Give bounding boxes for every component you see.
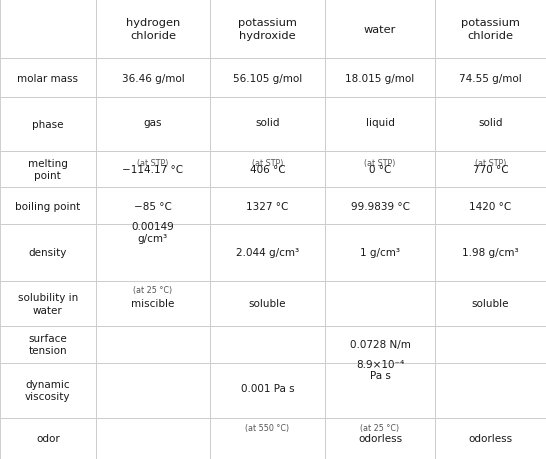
Bar: [325, 151, 435, 188]
Bar: [0, 0, 96, 59]
Text: 36.46 g/mol: 36.46 g/mol: [122, 73, 184, 84]
Bar: [96, 0, 210, 59]
Bar: [0, 151, 96, 188]
Text: −85 °C: −85 °C: [134, 201, 172, 211]
Bar: [435, 0, 546, 59]
Text: 99.9839 °C: 99.9839 °C: [351, 201, 410, 211]
Text: (at 25 °C): (at 25 °C): [360, 424, 400, 432]
Text: (at STP): (at STP): [252, 158, 283, 168]
Text: hydrogen
chloride: hydrogen chloride: [126, 18, 180, 41]
Bar: [0, 326, 96, 363]
Bar: [96, 224, 210, 281]
Bar: [435, 98, 546, 151]
Bar: [96, 59, 210, 98]
Text: boiling point: boiling point: [15, 201, 80, 211]
Text: −114.17 °C: −114.17 °C: [122, 165, 183, 174]
Bar: [96, 363, 210, 418]
Text: 406 °C: 406 °C: [250, 165, 286, 174]
Bar: [96, 98, 210, 151]
Bar: [210, 0, 325, 59]
Text: solid: solid: [478, 118, 503, 128]
Text: melting
point: melting point: [28, 158, 68, 181]
Bar: [0, 188, 96, 224]
Text: 0.0728 N/m: 0.0728 N/m: [349, 340, 411, 349]
Text: (at STP): (at STP): [475, 158, 506, 168]
Bar: [0, 281, 96, 326]
Text: 8.9×10⁻⁴
Pa s: 8.9×10⁻⁴ Pa s: [356, 359, 404, 381]
Bar: [435, 224, 546, 281]
Text: 56.105 g/mol: 56.105 g/mol: [233, 73, 302, 84]
Text: 74.55 g/mol: 74.55 g/mol: [459, 73, 522, 84]
Bar: [210, 418, 325, 459]
Bar: [210, 224, 325, 281]
Text: 1.98 g/cm³: 1.98 g/cm³: [462, 248, 519, 258]
Text: liquid: liquid: [366, 118, 394, 128]
Bar: [435, 418, 546, 459]
Bar: [435, 326, 546, 363]
Bar: [325, 188, 435, 224]
Bar: [325, 59, 435, 98]
Text: gas: gas: [144, 118, 162, 128]
Bar: [210, 188, 325, 224]
Bar: [210, 326, 325, 363]
Text: 1420 °C: 1420 °C: [470, 201, 512, 211]
Text: (at STP): (at STP): [364, 158, 396, 168]
Bar: [210, 151, 325, 188]
Text: soluble: soluble: [472, 299, 509, 308]
Bar: [325, 418, 435, 459]
Bar: [435, 188, 546, 224]
Text: 0.00149
g/cm³: 0.00149 g/cm³: [132, 222, 174, 244]
Text: molar mass: molar mass: [17, 73, 78, 84]
Text: 2.044 g/cm³: 2.044 g/cm³: [236, 248, 299, 258]
Bar: [0, 98, 96, 151]
Bar: [96, 188, 210, 224]
Bar: [96, 281, 210, 326]
Bar: [0, 59, 96, 98]
Bar: [325, 224, 435, 281]
Bar: [325, 0, 435, 59]
Bar: [96, 151, 210, 188]
Bar: [210, 59, 325, 98]
Text: 0 °C: 0 °C: [369, 165, 391, 174]
Bar: [210, 281, 325, 326]
Text: (at 550 °C): (at 550 °C): [246, 424, 289, 432]
Text: phase: phase: [32, 119, 63, 129]
Bar: [0, 224, 96, 281]
Bar: [435, 151, 546, 188]
Bar: [0, 418, 96, 459]
Text: potassium
chloride: potassium chloride: [461, 18, 520, 41]
Text: 1 g/cm³: 1 g/cm³: [360, 248, 400, 258]
Bar: [96, 418, 210, 459]
Text: surface
tension: surface tension: [28, 333, 67, 356]
Bar: [325, 326, 435, 363]
Text: soluble: soluble: [249, 299, 286, 308]
Text: density: density: [28, 248, 67, 258]
Text: solid: solid: [256, 118, 280, 128]
Bar: [0, 363, 96, 418]
Text: odor: odor: [36, 433, 60, 443]
Text: water: water: [364, 25, 396, 34]
Text: odorless: odorless: [468, 433, 513, 443]
Text: miscible: miscible: [131, 299, 175, 308]
Text: 0.001 Pa s: 0.001 Pa s: [241, 384, 294, 393]
Text: (at 25 °C): (at 25 °C): [133, 285, 173, 294]
Text: 18.015 g/mol: 18.015 g/mol: [346, 73, 414, 84]
Text: (at STP): (at STP): [137, 158, 169, 168]
Bar: [435, 363, 546, 418]
Bar: [325, 98, 435, 151]
Bar: [325, 363, 435, 418]
Bar: [435, 59, 546, 98]
Bar: [325, 281, 435, 326]
Bar: [96, 326, 210, 363]
Text: dynamic
viscosity: dynamic viscosity: [25, 379, 70, 402]
Text: 770 °C: 770 °C: [473, 165, 508, 174]
Text: potassium
hydroxide: potassium hydroxide: [238, 18, 297, 41]
Bar: [210, 363, 325, 418]
Text: solubility in
water: solubility in water: [17, 292, 78, 315]
Text: odorless: odorless: [358, 433, 402, 443]
Bar: [435, 281, 546, 326]
Text: 1327 °C: 1327 °C: [246, 201, 289, 211]
Bar: [210, 98, 325, 151]
